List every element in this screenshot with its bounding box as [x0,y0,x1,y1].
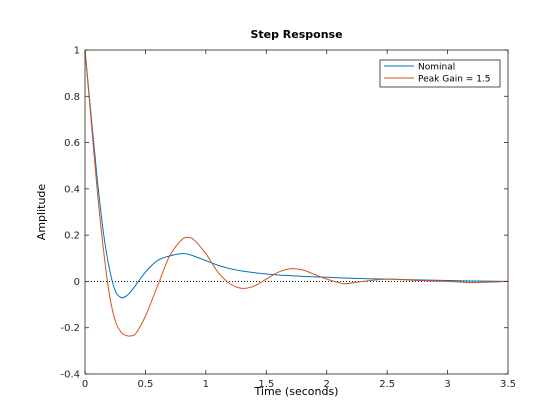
legend-label-peak-gain: Peak Gain = 1.5 [418,75,491,85]
legend: Nominal Peak Gain = 1.5 [379,59,501,88]
x-tick-label: 2 [324,379,330,390]
x-tick-label: 1.5 [258,379,274,390]
y-tick-label: -0.2 [60,323,80,334]
x-tick-label: 2.5 [379,379,395,390]
tick-group: 0 0.5 1 1.5 2 2.5 3 3.5 -0.4 -0.2 0 0.2 0.4 0.6 0.8 1 [60,46,515,391]
series-line-peak-gain [84,49,509,337]
y-tick-label: 0.2 [64,231,80,242]
axes-background [85,50,508,374]
chart-title: Step Response [250,28,342,41]
y-tick-label: -0.4 [60,370,80,381]
legend-box [379,59,501,88]
x-tick-label: 3 [444,379,450,390]
y-tick-label: 1 [74,46,80,57]
x-tick-label: 0 [82,379,88,390]
axes-frame [84,49,509,375]
x-tick-label: 0.5 [137,379,153,390]
x-tick-label: 1 [203,379,209,390]
legend-label-nominal: Nominal [418,63,455,73]
y-tick-label: 0.6 [64,138,80,149]
y-tick-label: 0.8 [64,92,80,103]
x-axis-label: Time (seconds) [254,385,339,398]
x-tick-label: 3.5 [500,379,516,390]
y-tick-label: 0 [74,277,80,288]
y-tick-label: 0.4 [64,184,80,195]
series-group [84,49,509,337]
y-axis-label: Amplitude [35,184,48,241]
